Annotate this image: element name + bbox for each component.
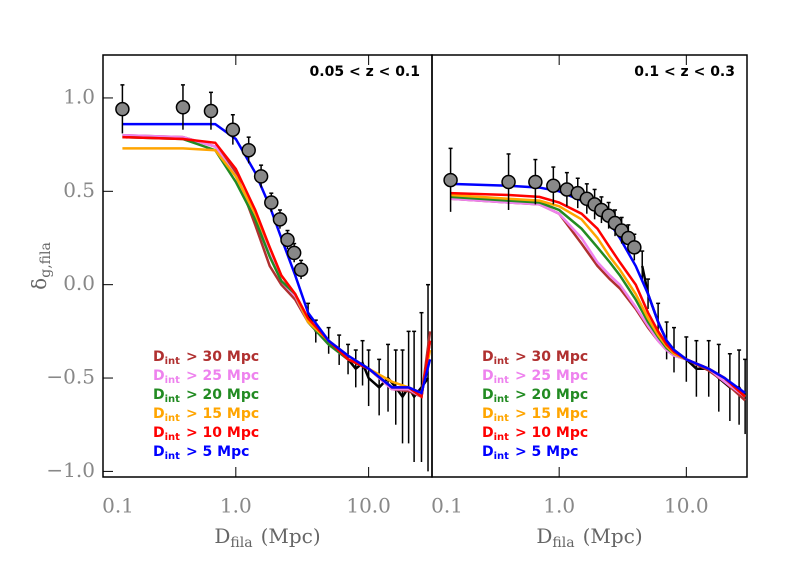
legend-entry: Dint > 25 Mpc xyxy=(153,368,259,386)
legend-entry: Dint > 10 Mpc xyxy=(153,425,259,443)
y-label-sub: g,fila xyxy=(38,242,54,278)
legend-label: > 30 Mpc xyxy=(186,349,259,365)
legend-sub: int xyxy=(165,394,181,405)
y-tick-label: −1.0 xyxy=(46,458,95,482)
legend-sub: int xyxy=(494,375,510,386)
data-point xyxy=(253,169,269,184)
legend-entry: Dint > 20 Mpc xyxy=(153,387,259,405)
x-label-sub: fila xyxy=(552,535,574,551)
panel: 0.1 1.0 10.0 −1.0 −0.5 0.0 0.5 1.0 0.05 < z < 0.… xyxy=(27,54,433,552)
legend-var: D xyxy=(482,368,494,384)
x-label-sub: fila xyxy=(230,535,252,551)
data-point xyxy=(293,262,309,277)
legend-sub: int xyxy=(165,375,181,386)
y-label-var: δ xyxy=(27,278,51,290)
data-point xyxy=(203,103,219,119)
legend-label: > 25 Mpc xyxy=(515,368,588,384)
x-tick-label: 1.0 xyxy=(543,494,575,518)
legend-entry: Dint > 20 Mpc xyxy=(482,387,588,405)
legend-entry: Dint > 15 Mpc xyxy=(153,406,259,424)
y-axis-label: δg,fila xyxy=(27,242,55,290)
x-label-var: D xyxy=(536,524,552,548)
data-point xyxy=(627,240,642,255)
legend-label: > 25 Mpc xyxy=(186,368,259,384)
legend-sub: int xyxy=(165,451,181,462)
legend-sub: int xyxy=(165,356,181,367)
legend-var: D xyxy=(153,406,165,422)
data-point xyxy=(546,178,561,193)
data-point xyxy=(225,122,241,137)
legend-sub: int xyxy=(165,432,181,443)
x-tick-label: 10.0 xyxy=(664,494,709,518)
data-point xyxy=(528,174,543,190)
x-axis-label: Dfila (Mpc) xyxy=(536,524,642,552)
data-point xyxy=(175,100,191,115)
data-point xyxy=(443,172,458,188)
plot-area xyxy=(443,147,747,435)
legend-var: D xyxy=(153,387,165,403)
panel-annotation: 0.05 < z < 0.1 xyxy=(310,64,420,80)
legend-var: D xyxy=(153,444,165,460)
legend-sub: int xyxy=(494,356,510,367)
plot-area xyxy=(115,84,432,472)
legend-label: > 15 Mpc xyxy=(515,406,588,422)
data-point xyxy=(280,232,295,248)
legend-entry: Dint > 30 Mpc xyxy=(153,349,259,367)
data-point xyxy=(241,142,256,158)
legend-var: D xyxy=(482,444,494,460)
legend-var: D xyxy=(153,425,165,441)
legend-var: D xyxy=(482,425,494,441)
legend-label: > 20 Mpc xyxy=(515,387,588,403)
legend-label: > 15 Mpc xyxy=(186,406,259,422)
x-tick-label: 0.1 xyxy=(102,494,134,518)
x-tick-label: 0.1 xyxy=(431,494,463,518)
y-tick-label: 1.0 xyxy=(63,84,95,108)
legend-label: > 10 Mpc xyxy=(515,425,588,441)
x-tick-label: 10.0 xyxy=(346,494,391,518)
data-point xyxy=(286,245,302,261)
legend-label: > 10 Mpc xyxy=(186,425,259,441)
data-point xyxy=(272,212,288,227)
x-tick-label: 1.0 xyxy=(220,494,252,518)
legend-sub: int xyxy=(165,413,181,424)
x-label-unit: (Mpc) xyxy=(261,524,321,548)
legend-var: D xyxy=(482,387,494,403)
legend-label: > 5 Mpc xyxy=(515,444,578,460)
legend-var: D xyxy=(153,349,165,365)
legend-entry: Dint > 5 Mpc xyxy=(153,444,249,462)
legend-entry: Dint > 25 Mpc xyxy=(482,368,588,386)
legend-var: D xyxy=(153,368,165,384)
legend-entry: Dint > 5 Mpc xyxy=(482,444,578,462)
legend-sub: int xyxy=(494,413,510,424)
legend-var: D xyxy=(482,349,494,365)
legend-entry: Dint > 10 Mpc xyxy=(482,425,588,443)
data-point xyxy=(115,101,130,117)
frame xyxy=(431,54,748,478)
legend-var: D xyxy=(482,406,494,422)
x-label-unit: (Mpc) xyxy=(583,524,643,548)
y-tick-label: −0.5 xyxy=(46,365,95,389)
x-label-var: D xyxy=(214,524,230,548)
legend-entry: Dint > 30 Mpc xyxy=(482,349,588,367)
legend-sub: int xyxy=(494,451,510,462)
y-tick-label: 0.0 xyxy=(63,271,95,295)
panel-annotation: 0.1 < z < 0.3 xyxy=(634,64,735,80)
legend-sub: int xyxy=(494,432,510,443)
y-tick-label: 0.5 xyxy=(63,178,95,202)
legend-sub: int xyxy=(494,394,510,405)
series-line xyxy=(122,122,432,395)
legend-label: > 30 Mpc xyxy=(515,349,588,365)
legend-entry: Dint > 15 Mpc xyxy=(482,406,588,424)
legend-label: > 20 Mpc xyxy=(186,387,259,403)
legend-label: > 5 Mpc xyxy=(186,444,249,460)
panel: 0.1 1.0 10.0 0.1 < z < 0.3 Dfila (Mpc) Dint > 3… xyxy=(431,54,748,552)
x-axis-label: Dfila (Mpc) xyxy=(214,524,320,552)
data-point xyxy=(501,174,516,190)
data-point xyxy=(264,195,279,210)
